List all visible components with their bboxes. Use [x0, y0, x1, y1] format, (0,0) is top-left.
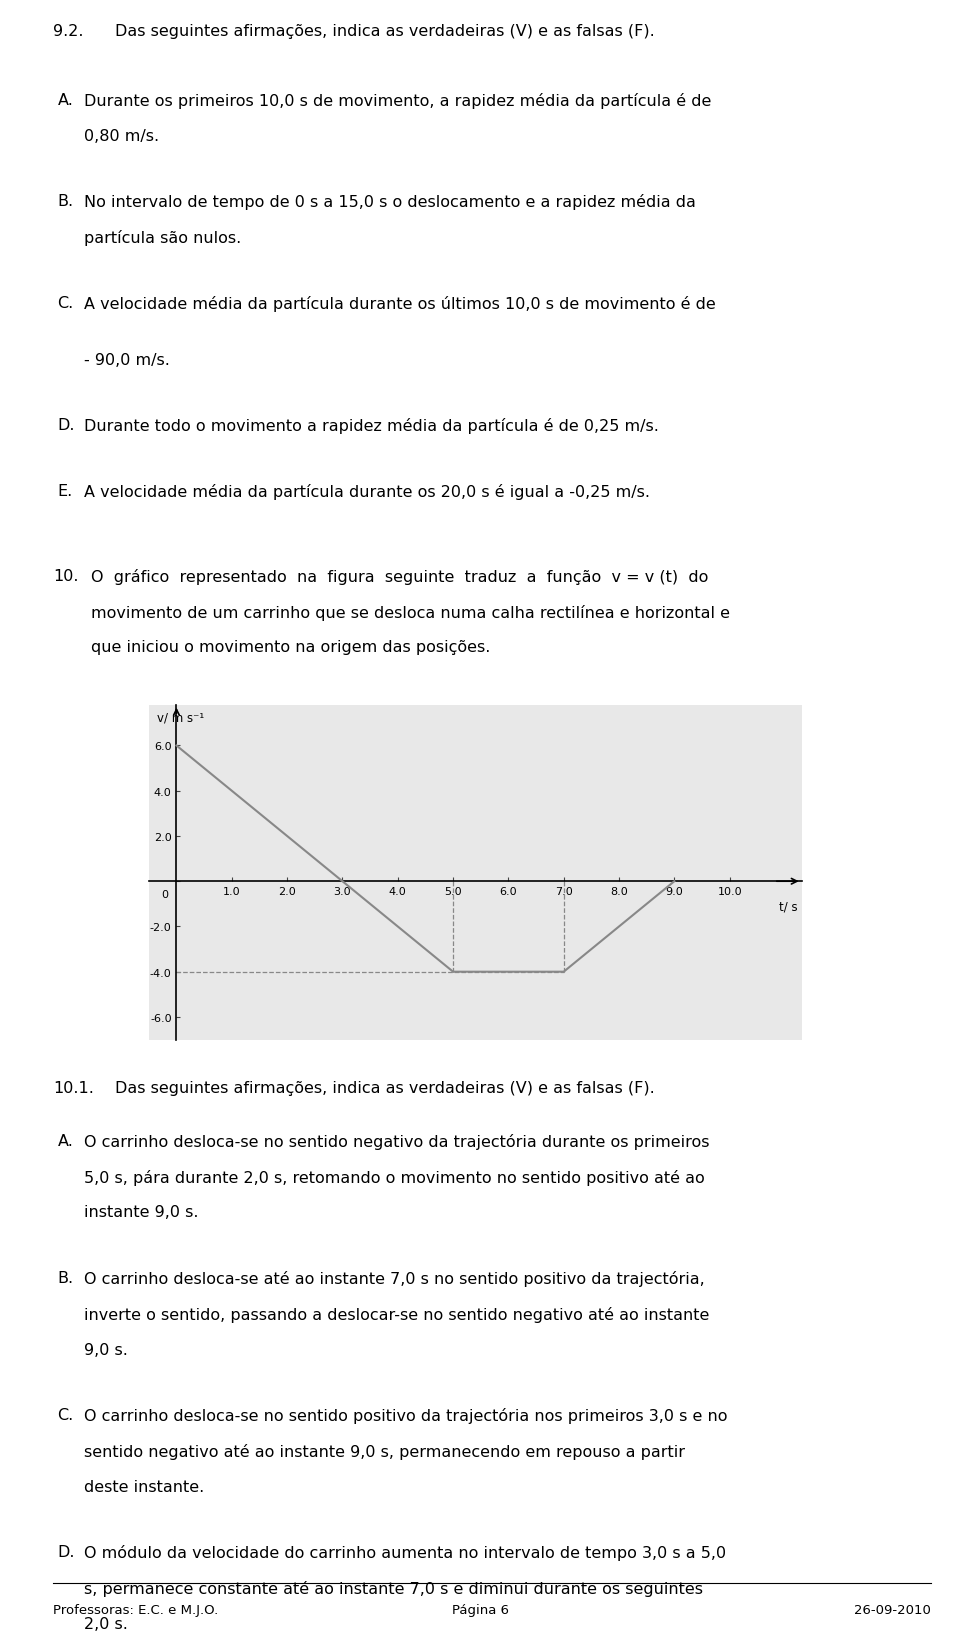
Text: 10.: 10.	[53, 568, 79, 583]
Text: D.: D.	[58, 1544, 75, 1559]
Text: que iniciou o movimento na origem das posições.: que iniciou o movimento na origem das po…	[91, 640, 491, 654]
Text: A velocidade média da partícula durante os 20,0 s é igual a -0,25 m/s.: A velocidade média da partícula durante …	[84, 483, 650, 499]
Text: partícula são nulos.: partícula são nulos.	[84, 230, 241, 246]
Text: 5,0 s, pára durante 2,0 s, retomando o movimento no sentido positivo até ao: 5,0 s, pára durante 2,0 s, retomando o m…	[84, 1169, 705, 1185]
Text: Página 6: Página 6	[451, 1603, 509, 1616]
Text: E.: E.	[58, 483, 73, 498]
Text: inverte o sentido, passando a deslocar-se no sentido negativo até ao instante: inverte o sentido, passando a deslocar-s…	[84, 1306, 708, 1322]
Text: O  gráfico  representado  na  figura  seguinte  traduz  a  função  v = v (t)  do: O gráfico representado na figura seguint…	[91, 568, 708, 584]
Text: No intervalo de tempo de 0 s a 15,0 s o deslocamento e a rapidez média da: No intervalo de tempo de 0 s a 15,0 s o …	[84, 194, 695, 211]
Text: v/ m s⁻¹: v/ m s⁻¹	[157, 712, 204, 725]
Text: O módulo da velocidade do carrinho aumenta no intervalo de tempo 3,0 s a 5,0: O módulo da velocidade do carrinho aumen…	[84, 1544, 726, 1560]
Text: 9,0 s.: 9,0 s.	[84, 1342, 128, 1356]
Text: 10.1.: 10.1.	[53, 1080, 94, 1095]
Text: O carrinho desloca-se no sentido positivo da trajectória nos primeiros 3,0 s e n: O carrinho desloca-se no sentido positiv…	[84, 1407, 727, 1423]
Text: O carrinho desloca-se no sentido negativo da trajectória durante os primeiros: O carrinho desloca-se no sentido negativ…	[84, 1133, 709, 1149]
Text: B.: B.	[58, 194, 74, 209]
Text: 9.2.: 9.2.	[53, 24, 84, 39]
Text: Durante os primeiros 10,0 s de movimento, a rapidez média da partícula é de: Durante os primeiros 10,0 s de movimento…	[84, 93, 711, 109]
Text: 0,80 m/s.: 0,80 m/s.	[84, 129, 158, 144]
Text: O carrinho desloca-se até ao instante 7,0 s no sentido positivo da trajectória,: O carrinho desloca-se até ao instante 7,…	[84, 1270, 705, 1286]
Text: - 90,0 m/s.: - 90,0 m/s.	[84, 353, 169, 367]
Text: Professoras: E.C. e M.J.O.: Professoras: E.C. e M.J.O.	[53, 1603, 218, 1616]
Text: sentido negativo até ao instante 9,0 s, permanecendo em repouso a partir: sentido negativo até ao instante 9,0 s, …	[84, 1443, 684, 1459]
Text: deste instante.: deste instante.	[84, 1479, 204, 1493]
Text: A velocidade média da partícula durante os últimos 10,0 s de movimento é de: A velocidade média da partícula durante …	[84, 295, 715, 312]
Text: C.: C.	[58, 295, 74, 310]
Text: Das seguintes afirmações, indica as verdadeiras (V) e as falsas (F).: Das seguintes afirmações, indica as verd…	[115, 1080, 655, 1095]
Text: 2,0 s.: 2,0 s.	[84, 1616, 128, 1630]
Text: Das seguintes afirmações, indica as verdadeiras (V) e as falsas (F).: Das seguintes afirmações, indica as verd…	[115, 24, 655, 39]
Text: D.: D.	[58, 418, 75, 432]
Text: C.: C.	[58, 1407, 74, 1421]
Text: A.: A.	[58, 1133, 74, 1147]
Text: s, permanece constante até ao instante 7,0 s e diminui durante os seguintes: s, permanece constante até ao instante 7…	[84, 1580, 703, 1596]
Text: 0: 0	[160, 889, 168, 899]
Text: instante 9,0 s.: instante 9,0 s.	[84, 1204, 198, 1219]
Text: A.: A.	[58, 93, 74, 108]
Text: movimento de um carrinho que se desloca numa calha rectilínea e horizontal e: movimento de um carrinho que se desloca …	[91, 604, 731, 620]
Text: 26-09-2010: 26-09-2010	[854, 1603, 931, 1616]
Text: t/ s: t/ s	[780, 899, 798, 912]
Text: Durante todo o movimento a rapidez média da partícula é de 0,25 m/s.: Durante todo o movimento a rapidez média…	[84, 418, 659, 434]
Text: B.: B.	[58, 1270, 74, 1284]
